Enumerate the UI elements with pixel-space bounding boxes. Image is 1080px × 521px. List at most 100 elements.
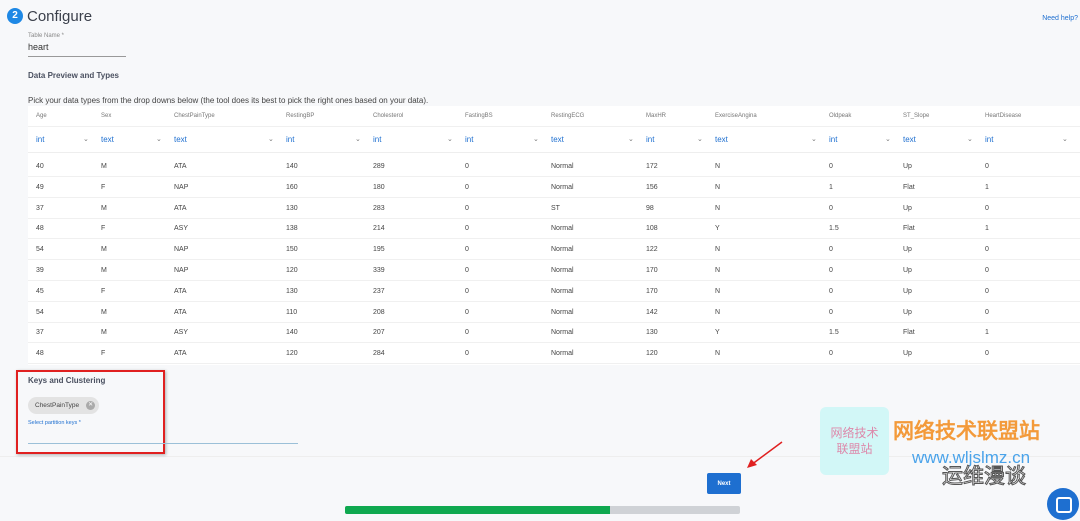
table-cell: 0 bbox=[985, 308, 989, 316]
chat-icon[interactable] bbox=[1047, 488, 1079, 520]
chevron-down-icon[interactable]: ⌄ bbox=[697, 136, 703, 143]
table-name-label: Table Name * bbox=[28, 33, 65, 39]
chevron-down-icon[interactable]: ⌄ bbox=[628, 136, 634, 143]
table-row: 45 F ATA 130 237 0 Normal 170 N 0 Up 0 bbox=[28, 281, 1080, 302]
type-select[interactable]: text bbox=[101, 135, 114, 144]
type-select[interactable]: text bbox=[174, 135, 187, 144]
chevron-down-icon[interactable]: ⌄ bbox=[447, 136, 453, 143]
table-cell: 1.5 bbox=[829, 329, 839, 337]
table-cell: ST bbox=[551, 204, 560, 212]
chevron-down-icon[interactable]: ⌄ bbox=[811, 136, 817, 143]
table-cell: ATA bbox=[174, 308, 187, 316]
chevron-down-icon[interactable]: ⌄ bbox=[83, 136, 89, 143]
table-cell: 1 bbox=[985, 225, 989, 233]
type-select[interactable]: int bbox=[286, 135, 295, 144]
table-cell: 98 bbox=[646, 204, 654, 212]
partition-keys-label: Select partition keys * bbox=[28, 420, 81, 426]
highlight-box bbox=[16, 370, 165, 454]
table-row: 49 F NAP 160 180 0 Normal 156 N 1 Flat 1 bbox=[28, 177, 1080, 198]
table-cell: 207 bbox=[373, 329, 385, 337]
type-select[interactable]: int bbox=[985, 135, 994, 144]
table-cell: 0 bbox=[829, 163, 833, 170]
table-cell: M bbox=[101, 267, 107, 274]
table-cell: M bbox=[101, 329, 107, 337]
table-cell: 150 bbox=[286, 246, 298, 254]
type-select[interactable]: int bbox=[646, 135, 655, 144]
chevron-down-icon[interactable]: ⌄ bbox=[533, 136, 539, 143]
watermark-title: 网络技术联盟站 bbox=[893, 420, 1040, 443]
chevron-down-icon[interactable]: ⌄ bbox=[156, 136, 162, 143]
table-cell: Y bbox=[715, 225, 720, 233]
data-preview-table: Age Sex ChestPainType RestingBP Cholesterol F… bbox=[28, 106, 1080, 365]
type-select[interactable]: int bbox=[36, 135, 45, 144]
column-header: Cholesterol bbox=[373, 113, 404, 119]
table-cell: Normal bbox=[551, 329, 574, 337]
table-cell: 214 bbox=[373, 225, 385, 233]
type-select[interactable]: int bbox=[829, 135, 838, 144]
partition-keys-input[interactable] bbox=[28, 443, 298, 444]
table-cell: 0 bbox=[465, 246, 469, 254]
table-cell: NAP bbox=[174, 246, 189, 254]
table-cell: 0 bbox=[465, 350, 469, 358]
next-button[interactable]: Next bbox=[707, 473, 741, 494]
type-select[interactable]: int bbox=[373, 135, 382, 144]
table-row: 48 F ATA 120 284 0 Normal 120 N 0 Up 0 bbox=[28, 343, 1080, 365]
table-cell: 0 bbox=[465, 183, 469, 191]
type-select[interactable]: int bbox=[465, 135, 474, 144]
type-row: int ⌄ text ⌄ text ⌄ int ⌄ int ⌄ int ⌄ text ⌄ int ⌄ text ⌄… bbox=[28, 127, 1080, 153]
table-cell: 0 bbox=[829, 308, 833, 316]
chevron-down-icon[interactable]: ⌄ bbox=[885, 136, 891, 143]
remove-chip-icon[interactable]: ✕ bbox=[86, 401, 96, 410]
table-cell: 0 bbox=[829, 246, 833, 254]
table-cell: 1.5 bbox=[829, 225, 839, 233]
table-cell: N bbox=[715, 350, 721, 358]
table-row: 48 F ASY 138 214 0 Normal 108 Y 1.5 Flat 1 bbox=[28, 218, 1080, 240]
table-cell: N bbox=[715, 183, 721, 191]
table-cell: NAP bbox=[174, 267, 189, 274]
table-cell: 0 bbox=[985, 287, 989, 295]
table-cell: Normal bbox=[551, 267, 574, 274]
table-cell: 120 bbox=[646, 350, 658, 358]
table-cell: Normal bbox=[551, 183, 574, 191]
table-cell: Normal bbox=[551, 308, 574, 316]
table-cell: 170 bbox=[646, 287, 658, 295]
help-link[interactable]: Need help? bbox=[1042, 15, 1078, 22]
table-cell: N bbox=[715, 163, 721, 170]
table-cell: N bbox=[715, 204, 721, 212]
chevron-down-icon[interactable]: ⌄ bbox=[355, 136, 361, 143]
table-cell: 49 bbox=[36, 183, 44, 191]
table-cell: 0 bbox=[465, 308, 469, 316]
section-title: Data Preview and Types bbox=[28, 71, 119, 80]
table-cell: 138 bbox=[286, 225, 298, 233]
table-cell: 54 bbox=[36, 246, 44, 254]
type-select[interactable]: text bbox=[903, 135, 916, 144]
table-cell: 39 bbox=[36, 267, 44, 274]
table-cell: 0 bbox=[465, 287, 469, 295]
table-cell: N bbox=[715, 287, 721, 295]
column-header: RestingECG bbox=[551, 113, 585, 119]
table-cell: 0 bbox=[829, 204, 833, 212]
table-cell: NAP bbox=[174, 183, 189, 191]
chip-label: ChestPainType bbox=[35, 402, 80, 409]
table-row: 37 M ATA 130 283 0 ST 98 N 0 Up 0 bbox=[28, 198, 1080, 219]
chevron-down-icon[interactable]: ⌄ bbox=[1062, 136, 1068, 143]
chevron-down-icon[interactable]: ⌄ bbox=[967, 136, 973, 143]
table-cell: 180 bbox=[373, 183, 385, 191]
table-cell: N bbox=[715, 308, 721, 316]
table-cell: 0 bbox=[985, 246, 989, 254]
table-row: 54 M NAP 150 195 0 Normal 122 N 0 Up 0 bbox=[28, 239, 1080, 261]
table-cell: 0 bbox=[829, 350, 833, 358]
type-select[interactable]: text bbox=[551, 135, 564, 144]
table-cell: 156 bbox=[646, 183, 658, 191]
table-name-input[interactable] bbox=[28, 42, 126, 57]
type-select[interactable]: text bbox=[715, 135, 728, 144]
table-cell: N bbox=[715, 267, 721, 274]
chevron-down-icon[interactable]: ⌄ bbox=[268, 136, 274, 143]
table-cell: Up bbox=[903, 246, 912, 254]
table-cell: 284 bbox=[373, 350, 385, 358]
table-row: 54 M ATA 110 208 0 Normal 142 N 0 Up 0 bbox=[28, 302, 1080, 323]
table-cell: 289 bbox=[373, 163, 385, 170]
table-cell: 142 bbox=[646, 308, 658, 316]
table-cell: 130 bbox=[646, 329, 658, 337]
table-cell: ATA bbox=[174, 287, 187, 295]
